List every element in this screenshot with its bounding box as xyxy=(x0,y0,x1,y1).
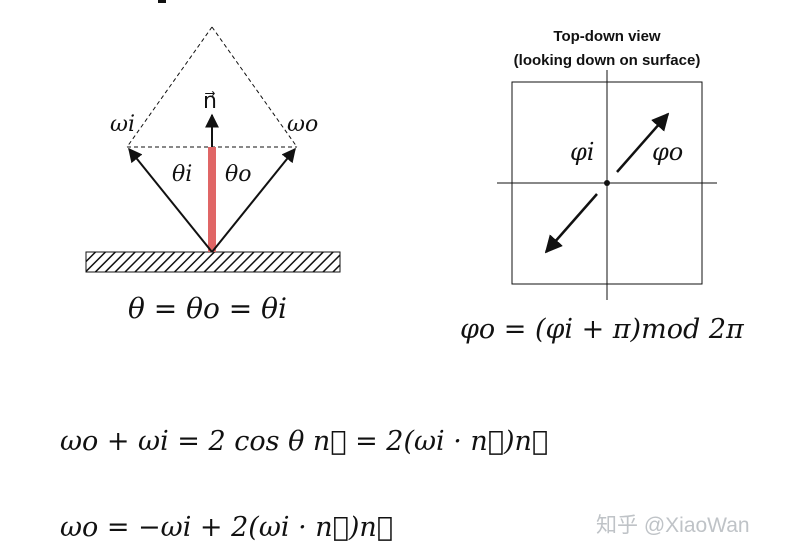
phi-o-arrow xyxy=(616,112,670,173)
top-down-title: Top-down view xyxy=(553,28,661,45)
theta-equation: θ = θo = θi xyxy=(128,292,287,325)
omega-o-label: ωo xyxy=(287,112,318,137)
equation-2: ωo = −ωi + 2(ωi · n⃗)n⃗ xyxy=(60,512,393,543)
origin-dot xyxy=(604,180,610,186)
phi-i-arrow xyxy=(544,193,598,254)
phi-equation: φo = (φi + π)mod 2π xyxy=(460,314,745,345)
dashed-line-left xyxy=(126,26,213,148)
left-reflection-figure: n⃗ ωi ωo θi θo θ = θo = θi xyxy=(85,26,341,325)
cropped-heading-fragment xyxy=(158,0,166,3)
omega-i-label: ωi xyxy=(110,112,135,137)
equation-1: ωo + ωi = 2 cos θ n⃗ = 2(ωi · n⃗)n⃗ xyxy=(60,426,548,457)
omega-o-arrow xyxy=(211,147,296,253)
omega-i-arrow xyxy=(128,147,213,253)
phi-o-label: φo xyxy=(652,138,683,166)
surface-hatch xyxy=(85,251,341,273)
watermark: 知乎 @XiaoWan xyxy=(596,514,750,537)
top-down-view-figure: Top-down view (looking down on surface) … xyxy=(460,28,745,345)
dashed-line-right xyxy=(211,26,298,148)
phi-i-label: φi xyxy=(570,138,594,166)
top-down-subtitle: (looking down on surface) xyxy=(514,52,701,69)
theta-o-label: θo xyxy=(225,162,252,187)
theta-i-label: θi xyxy=(172,162,192,187)
normal-label: n⃗ xyxy=(203,89,217,114)
normal-bar xyxy=(208,147,216,252)
